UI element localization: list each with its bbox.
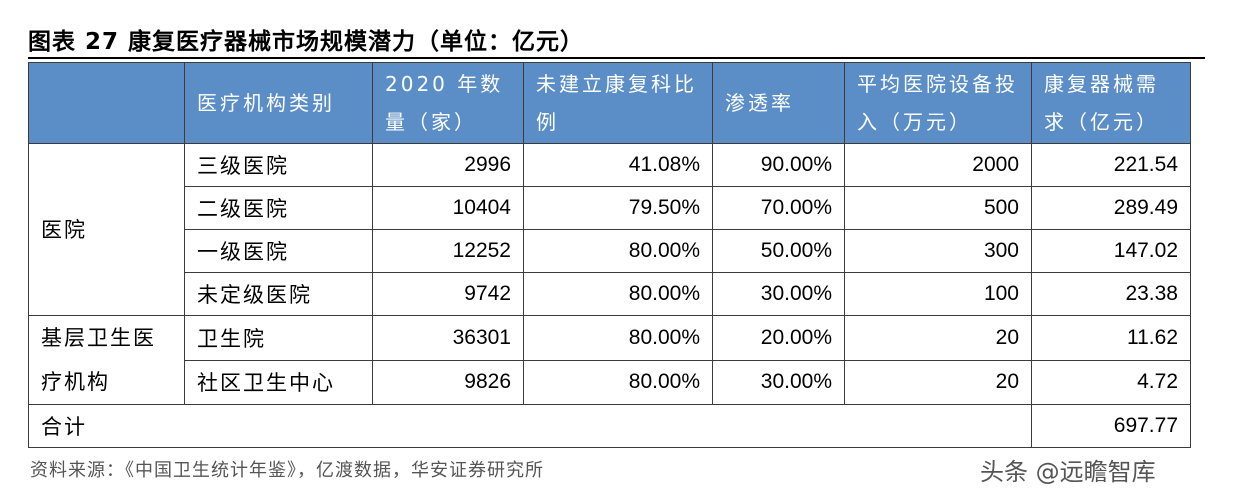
table-row: 社区卫生中心 9826 80.00% 30.00% 20 4.72	[29, 359, 1191, 405]
row-demand: 289.49	[1031, 186, 1191, 230]
row-count: 9742	[372, 272, 524, 316]
market-size-table: 医疗机构类别 2020 年数量（家） 未建立康复科比例 渗透率 平均医院设备投入…	[28, 62, 1191, 448]
row-penetration: 30.00%	[712, 272, 845, 316]
table-row: 二级医院 10404 79.50% 70.00% 500 289.49	[29, 186, 1191, 230]
row-investment: 2000	[844, 143, 1032, 187]
row-investment: 500	[844, 186, 1032, 230]
table-row: 基层卫生医疗机构 卫生院 36301 80.00% 20.00% 20 11.6…	[28, 315, 1191, 405]
row-count: 10404	[372, 186, 524, 230]
table-row: 医院 三级医院 2996 41.08% 90.00% 2000 221.54	[28, 143, 1191, 316]
row-count: 2996	[372, 143, 524, 187]
row-name: 一级医院	[184, 229, 373, 273]
total-label: 合计	[28, 404, 1032, 448]
group-primary-care: 基层卫生医疗机构	[28, 315, 185, 405]
row-demand: 23.38	[1031, 272, 1191, 316]
row-demand: 11.62	[1031, 315, 1191, 361]
total-demand: 697.77	[1031, 404, 1191, 448]
row-demand: 147.02	[1031, 229, 1191, 273]
total-row: 合计 697.77	[28, 404, 1191, 448]
header-no-rehab-ratio: 未建立康复科比例	[523, 62, 713, 144]
row-name: 社区卫生中心	[184, 359, 373, 405]
table-row: 未定级医院 9742 80.00% 30.00% 100 23.38	[29, 272, 1191, 316]
row-investment: 300	[844, 229, 1032, 273]
row-penetration: 30.00%	[712, 359, 845, 405]
row-ratio: 80.00%	[523, 315, 713, 361]
table-title: 图表 27 康复医疗器械市场规模潜力（单位：亿元）	[28, 29, 585, 55]
title-divider	[28, 57, 1205, 59]
row-ratio: 79.50%	[523, 186, 713, 230]
header-count: 2020 年数量（家）	[372, 62, 524, 144]
row-count: 36301	[372, 315, 524, 361]
table-row: 一级医院 12252 80.00% 50.00% 300 147.02	[29, 229, 1191, 273]
row-ratio: 80.00%	[523, 359, 713, 405]
row-demand: 221.54	[1031, 143, 1191, 187]
row-demand: 4.72	[1031, 359, 1191, 405]
row-penetration: 20.00%	[712, 315, 845, 361]
header-blank	[28, 62, 185, 144]
header-penetration: 渗透率	[712, 62, 845, 144]
row-ratio: 41.08%	[523, 143, 713, 187]
row-name: 卫生院	[184, 315, 373, 361]
row-ratio: 80.00%	[523, 272, 713, 316]
row-investment: 20	[844, 359, 1032, 405]
row-name: 二级医院	[184, 186, 373, 230]
row-penetration: 50.00%	[712, 229, 845, 273]
row-investment: 20	[844, 315, 1032, 361]
row-ratio: 80.00%	[523, 229, 713, 273]
row-count: 12252	[372, 229, 524, 273]
watermark: 头条 @远瞻智库	[980, 458, 1156, 486]
row-penetration: 90.00%	[712, 143, 845, 187]
header-demand: 康复器械需求（亿元）	[1031, 62, 1191, 144]
group-hospital: 医院	[28, 143, 185, 316]
row-investment: 100	[844, 272, 1032, 316]
row-name: 未定级医院	[184, 272, 373, 316]
row-penetration: 70.00%	[712, 186, 845, 230]
header-row: 医疗机构类别 2020 年数量（家） 未建立康复科比例 渗透率 平均医院设备投入…	[28, 62, 1191, 144]
header-category: 医疗机构类别	[184, 62, 373, 144]
row-count: 9826	[372, 359, 524, 405]
header-investment: 平均医院设备投入（万元）	[844, 62, 1032, 144]
row-name: 三级医院	[184, 143, 373, 187]
source-note: 资料来源：《中国卫生统计年鉴》，亿渡数据，华安证券研究所	[30, 460, 544, 481]
